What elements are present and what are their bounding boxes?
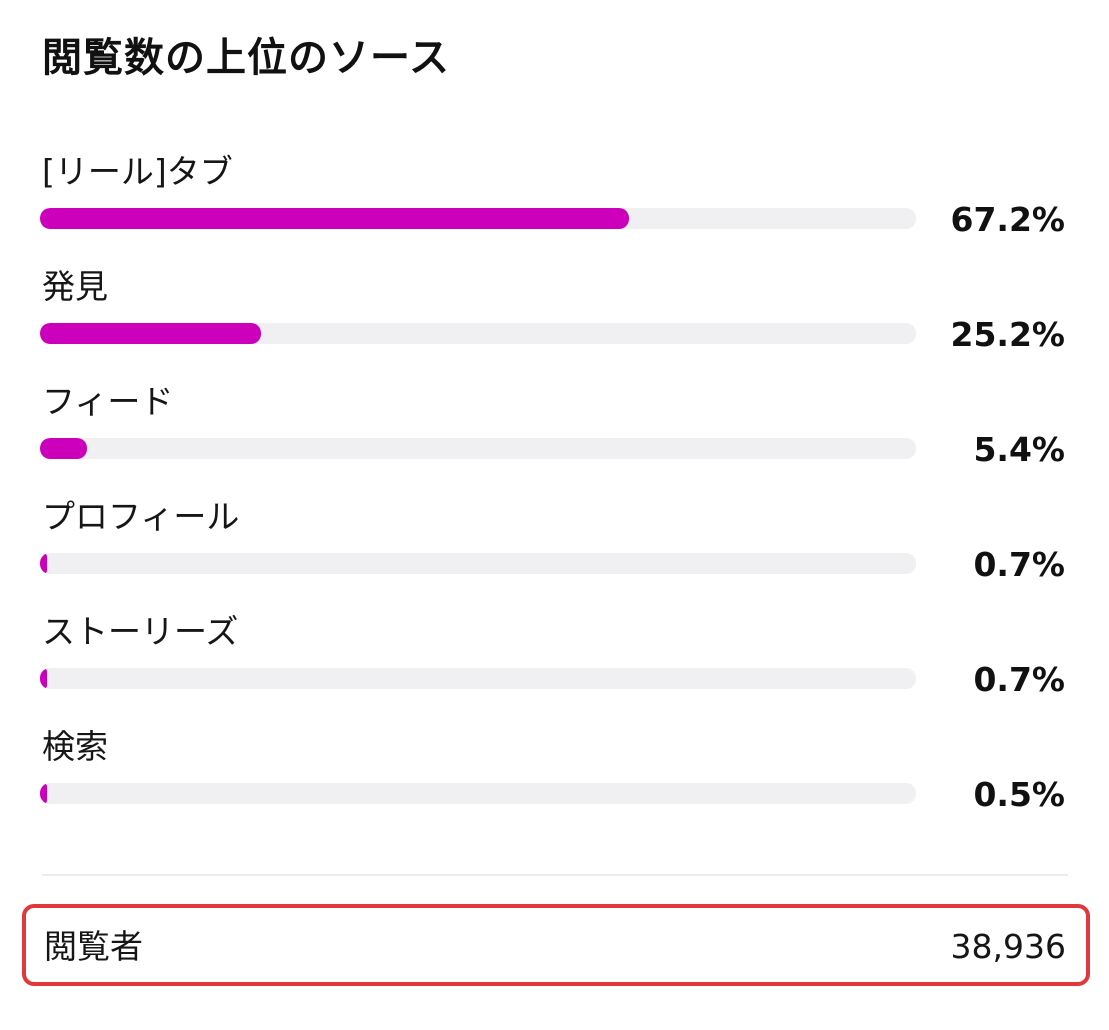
progress-fill	[40, 323, 261, 344]
source-label: ストーリーズ	[42, 612, 239, 651]
progress-track	[40, 783, 916, 804]
source-row-reels-tab: [リール]タブ 67.2%	[0, 150, 1109, 260]
source-percentage: 67.2%	[950, 200, 1066, 239]
progress-track	[40, 323, 916, 344]
source-row-feed: フィード 5.4%	[0, 380, 1109, 490]
viewers-count: 38,936	[950, 927, 1066, 966]
progress-fill	[40, 438, 88, 459]
viewers-summary-highlight: 閲覧者 38,936	[22, 904, 1090, 986]
section-title: 閲覧数の上位のソース	[42, 35, 450, 81]
source-label: プロフィール	[42, 497, 240, 536]
source-percentage: 0.7%	[973, 660, 1065, 699]
progress-fill	[40, 208, 629, 229]
progress-track	[40, 553, 916, 574]
source-label: 発見	[42, 267, 108, 306]
source-label: [リール]タブ	[42, 152, 233, 191]
source-percentage: 0.7%	[973, 545, 1065, 584]
source-row-profile: プロフィール 0.7%	[0, 495, 1109, 605]
divider	[42, 874, 1068, 876]
source-label: フィード	[42, 382, 174, 421]
progress-track	[40, 438, 916, 459]
progress-fill	[40, 668, 47, 689]
source-percentage: 5.4%	[973, 430, 1065, 469]
progress-track	[40, 668, 916, 689]
viewers-label: 閲覧者	[44, 927, 143, 966]
source-percentage: 25.2%	[950, 315, 1066, 354]
progress-fill	[40, 783, 47, 804]
source-row-stories: ストーリーズ 0.7%	[0, 610, 1109, 720]
source-row-explore: 発見 25.2%	[0, 265, 1109, 375]
source-row-search: 検索 0.5%	[0, 725, 1109, 835]
source-label: 検索	[42, 727, 108, 766]
progress-fill	[40, 553, 47, 574]
progress-track	[40, 208, 916, 229]
source-percentage: 0.5%	[973, 775, 1065, 814]
